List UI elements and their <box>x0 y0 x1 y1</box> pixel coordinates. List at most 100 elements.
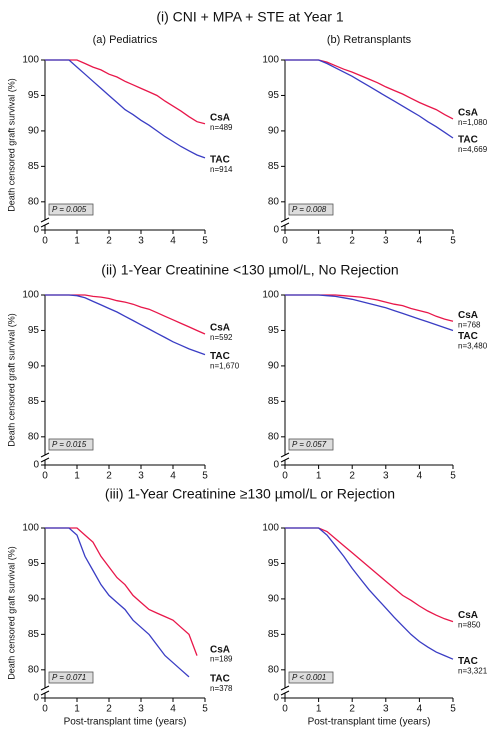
x-tick-label: 3 <box>138 236 144 247</box>
y-tick-label: 90 <box>28 126 40 137</box>
x-tick-label: 4 <box>170 704 176 715</box>
survival-curve <box>45 294 206 356</box>
axis-break <box>280 685 290 691</box>
series-n: n=914 <box>210 165 233 174</box>
series-label: CsA <box>210 644 230 655</box>
x-tick-label: 2 <box>349 471 355 482</box>
p-value: P = 0.015 <box>52 440 87 449</box>
y-tick-label: 90 <box>268 361 280 372</box>
x-tick-label: 1 <box>74 236 80 247</box>
y-tick-label: 85 <box>28 629 40 640</box>
y-tick-label: 80 <box>28 196 40 207</box>
y-tick-label: 95 <box>28 325 40 336</box>
x-tick-label: 2 <box>106 704 112 715</box>
series-label: CsA <box>210 112 230 123</box>
y-tick-label: 95 <box>28 558 40 569</box>
survival-curve <box>45 294 206 335</box>
axis-break <box>40 452 50 458</box>
axis-break <box>40 217 50 223</box>
survival-curve <box>45 59 206 159</box>
x-tick-label: 0 <box>42 471 48 482</box>
x-tick-label: 5 <box>202 236 208 247</box>
x-tick-label: 1 <box>316 471 322 482</box>
survival-curve <box>45 527 190 678</box>
axis-break <box>280 217 290 223</box>
series-n: n=378 <box>210 684 233 693</box>
survival-curve <box>285 294 454 322</box>
series-label: TAC <box>210 674 230 685</box>
series-label: CsA <box>458 107 478 118</box>
y-tick-label: 100 <box>262 55 279 66</box>
x-tick-label: 4 <box>170 471 176 482</box>
axis-break <box>280 222 290 228</box>
y-tick-label: 100 <box>22 290 39 301</box>
axis-break <box>40 222 50 228</box>
x-tick-label: 0 <box>282 471 288 482</box>
x-tick-label: 5 <box>450 236 456 247</box>
x-tick-label: 4 <box>170 236 176 247</box>
y-tick-label: 85 <box>28 161 40 172</box>
survival-curve <box>285 59 454 139</box>
series-n: n=592 <box>210 333 233 342</box>
y-tick-label: 90 <box>268 126 280 137</box>
y-tick-label: 0 <box>33 693 39 704</box>
x-axis-label: Post-transplant time (years) <box>308 717 431 728</box>
p-value-box <box>48 671 94 684</box>
p-value-box <box>48 203 94 216</box>
x-tick-label: 3 <box>138 471 144 482</box>
y-tick-label: 90 <box>28 594 40 605</box>
x-tick-label: 4 <box>417 704 423 715</box>
axis-break <box>280 452 290 458</box>
survival-curve <box>285 527 454 623</box>
x-tick-label: 3 <box>383 704 389 715</box>
axis-break <box>40 457 50 463</box>
y-tick-label: 100 <box>262 290 279 301</box>
x-tick-label: 2 <box>349 236 355 247</box>
y-tick-label: 95 <box>268 90 280 101</box>
y-tick-label: 80 <box>28 431 40 442</box>
y-tick-label: 90 <box>28 361 40 372</box>
panel-title: (a) Pediatrics <box>93 34 158 46</box>
panel-title: (b) Retransplants <box>327 34 412 46</box>
y-tick-label: 0 <box>33 225 39 236</box>
p-value: P = 0.005 <box>52 205 87 214</box>
series-n: n=189 <box>210 655 233 664</box>
series-n: n=1,670 <box>210 362 240 371</box>
p-value: P < 0.001 <box>292 673 326 682</box>
x-tick-label: 5 <box>450 471 456 482</box>
series-label: TAC <box>210 154 230 165</box>
p-value: P = 0.008 <box>292 205 327 214</box>
axis-break <box>280 690 290 696</box>
y-tick-label: 0 <box>273 693 279 704</box>
x-tick-label: 2 <box>106 471 112 482</box>
survival-curve <box>285 59 454 120</box>
x-tick-label: 1 <box>316 704 322 715</box>
x-tick-label: 5 <box>202 471 208 482</box>
y-tick-label: 80 <box>268 196 280 207</box>
x-tick-label: 3 <box>138 704 144 715</box>
survival-curve <box>285 294 454 332</box>
series-label: TAC <box>458 135 478 146</box>
y-tick-label: 80 <box>268 431 280 442</box>
series-n: n=3,321 <box>458 666 488 675</box>
y-axis-label: Death censored graft survival (%) <box>6 313 16 447</box>
series-n: n=768 <box>458 320 481 329</box>
series-n: n=1,080 <box>458 118 488 127</box>
p-value: P = 0.071 <box>52 673 86 682</box>
x-axis-label: Post-transplant time (years) <box>64 717 187 728</box>
x-tick-label: 3 <box>383 236 389 247</box>
x-tick-label: 4 <box>417 471 423 482</box>
p-value-box <box>288 671 334 684</box>
series-n: n=850 <box>458 621 481 630</box>
x-tick-label: 1 <box>74 471 80 482</box>
y-tick-label: 0 <box>33 460 39 471</box>
y-axis-label: Death censored graft survival (%) <box>6 78 16 212</box>
section-title: (i) CNI + MPA + STE at Year 1 <box>156 9 343 25</box>
y-tick-label: 100 <box>22 55 39 66</box>
x-tick-label: 0 <box>282 704 288 715</box>
x-tick-label: 1 <box>74 704 80 715</box>
survival-curve <box>285 527 454 660</box>
p-value-box <box>288 438 334 451</box>
y-tick-label: 90 <box>268 594 280 605</box>
